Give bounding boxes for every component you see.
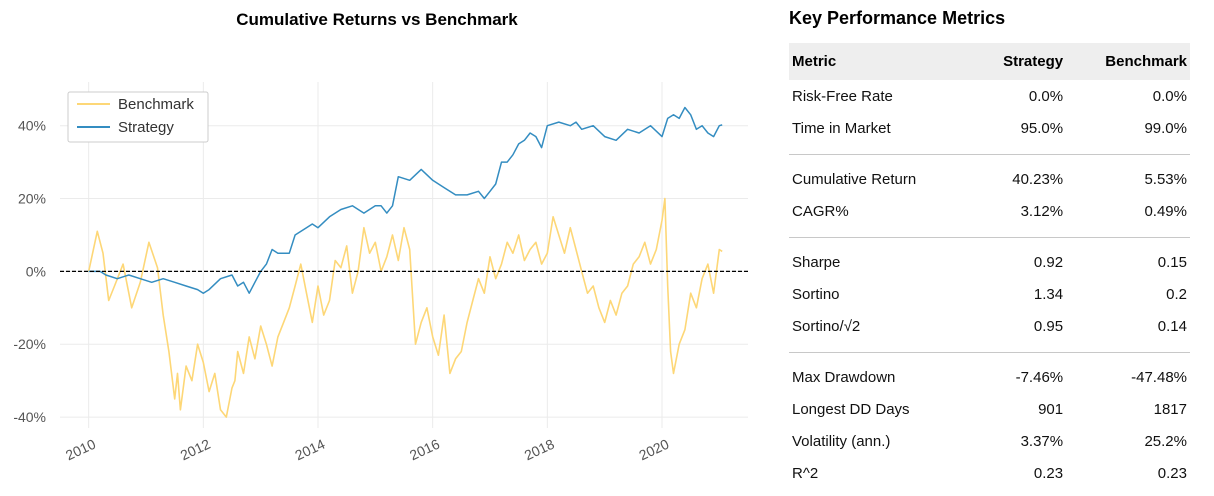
axes: 40% 20% 0% -20% -40% 2010 2012 2014 2016 2018 2020 [13,118,671,464]
header-metric: Metric [792,53,837,70]
metric-strategy-value: 1.34 [1033,285,1064,303]
metric-strategy-value: 901 [1038,400,1064,418]
metric-benchmark-value: 0.23 [1157,464,1187,482]
metric-strategy-value: 0.95 [1033,317,1064,335]
metric-benchmark-value: -47.48% [1131,368,1187,386]
metrics-table: Metric Strategy Benchmark Risk-Free Rate… [789,43,1190,489]
legend-label-benchmark: Benchmark [118,96,194,113]
group-spacer [789,155,1190,164]
metric-label: Sortino [792,285,840,303]
chart-canvas: Cumulative Returns vs Benchmark 40% 20% 0%… [13,10,748,464]
metric-benchmark-value: 0.15 [1157,253,1187,271]
metric-row: Risk-Free Rate 0.0% 0.0% [789,80,1190,112]
legend: Benchmark Strategy [67,91,209,143]
metric-benchmark-value: 1817 [1153,400,1187,418]
metric-strategy-value: 40.23% [1012,170,1064,188]
returns-chart: Cumulative Returns vs Benchmark 40% 20% 0%… [13,10,748,464]
series-line-strategy [88,106,723,294]
metric-benchmark-value: 0.49% [1144,202,1187,220]
series-line-benchmark [87,197,723,418]
metric-label: R^2 [792,464,819,482]
metric-benchmark-value: 0.2 [1166,285,1187,303]
metric-row: Sortino 1.34 0.2 [789,278,1190,310]
metric-benchmark-value: 25.2% [1144,432,1187,450]
metric-row: Longest DD Days 901 1817 [789,393,1190,425]
legend-label-strategy: Strategy [118,119,174,136]
metric-benchmark-value: 0.0% [1152,87,1187,105]
metric-row: Sortino/√2 0.95 0.14 [789,310,1190,342]
x-tick-label: 2020 [636,436,671,464]
metric-strategy-value: 0.0% [1028,87,1064,105]
metric-row: R^2 0.23 0.23 [789,457,1190,489]
metric-label: Sharpe [792,253,841,271]
metric-label: Risk-Free Rate [792,87,893,105]
metric-strategy-value: 0.92 [1033,253,1064,271]
metric-label: Volatility (ann.) [792,432,891,450]
metric-row: Time in Market 95.0% 99.0% [789,112,1190,144]
metrics-title: Key Performance Metrics [789,8,1006,28]
x-tick-label: 2014 [292,436,327,464]
x-tick-label: 2010 [63,436,98,464]
metric-benchmark-value: 0.14 [1157,317,1187,335]
metric-row: Max Drawdown -7.46% -47.48% [789,361,1190,393]
y-tick-label: -40% [13,409,46,425]
header-strategy: Strategy [1003,53,1064,70]
y-tick-label: 0% [26,263,46,279]
x-tick-label: 2016 [407,436,442,464]
y-tick-label: -20% [13,336,46,352]
group-divider [789,144,1190,155]
metric-strategy-value: 95.0% [1020,119,1064,137]
metric-row: Cumulative Return 40.23% 5.53% [789,163,1190,195]
series-lines [60,106,748,418]
metric-label: Time in Market [792,119,891,137]
chart-title: Cumulative Returns vs Benchmark [236,10,518,29]
header-benchmark: Benchmark [1105,53,1187,70]
metric-strategy-value: 0.23 [1033,464,1064,482]
group-spacer [789,353,1190,362]
metric-label: Max Drawdown [792,368,896,386]
metrics-header-row: Metric Strategy Benchmark [789,43,1190,80]
metric-strategy-value: -7.46% [1015,368,1064,386]
metric-strategy-value: 3.12% [1020,202,1064,220]
metric-row: CAGR% 3.12% 0.49% [789,195,1190,227]
group-divider [789,227,1190,238]
metric-row: Sharpe 0.92 0.15 [789,246,1190,278]
metric-benchmark-value: 5.53% [1144,170,1187,188]
group-spacer [789,238,1190,247]
metric-label: Cumulative Return [792,170,917,188]
metric-label: CAGR% [792,202,849,220]
metric-row: Volatility (ann.) 3.37% 25.2% [789,425,1190,457]
metric-label: Sortino/√2 [792,317,861,335]
x-tick-label: 2012 [178,436,213,464]
metric-strategy-value: 3.37% [1020,432,1064,450]
x-tick-label: 2018 [522,436,557,464]
metric-benchmark-value: 99.0% [1144,119,1187,137]
metric-label: Longest DD Days [792,400,910,418]
y-tick-label: 40% [18,118,46,134]
y-tick-label: 20% [18,191,46,207]
group-divider [789,342,1190,353]
